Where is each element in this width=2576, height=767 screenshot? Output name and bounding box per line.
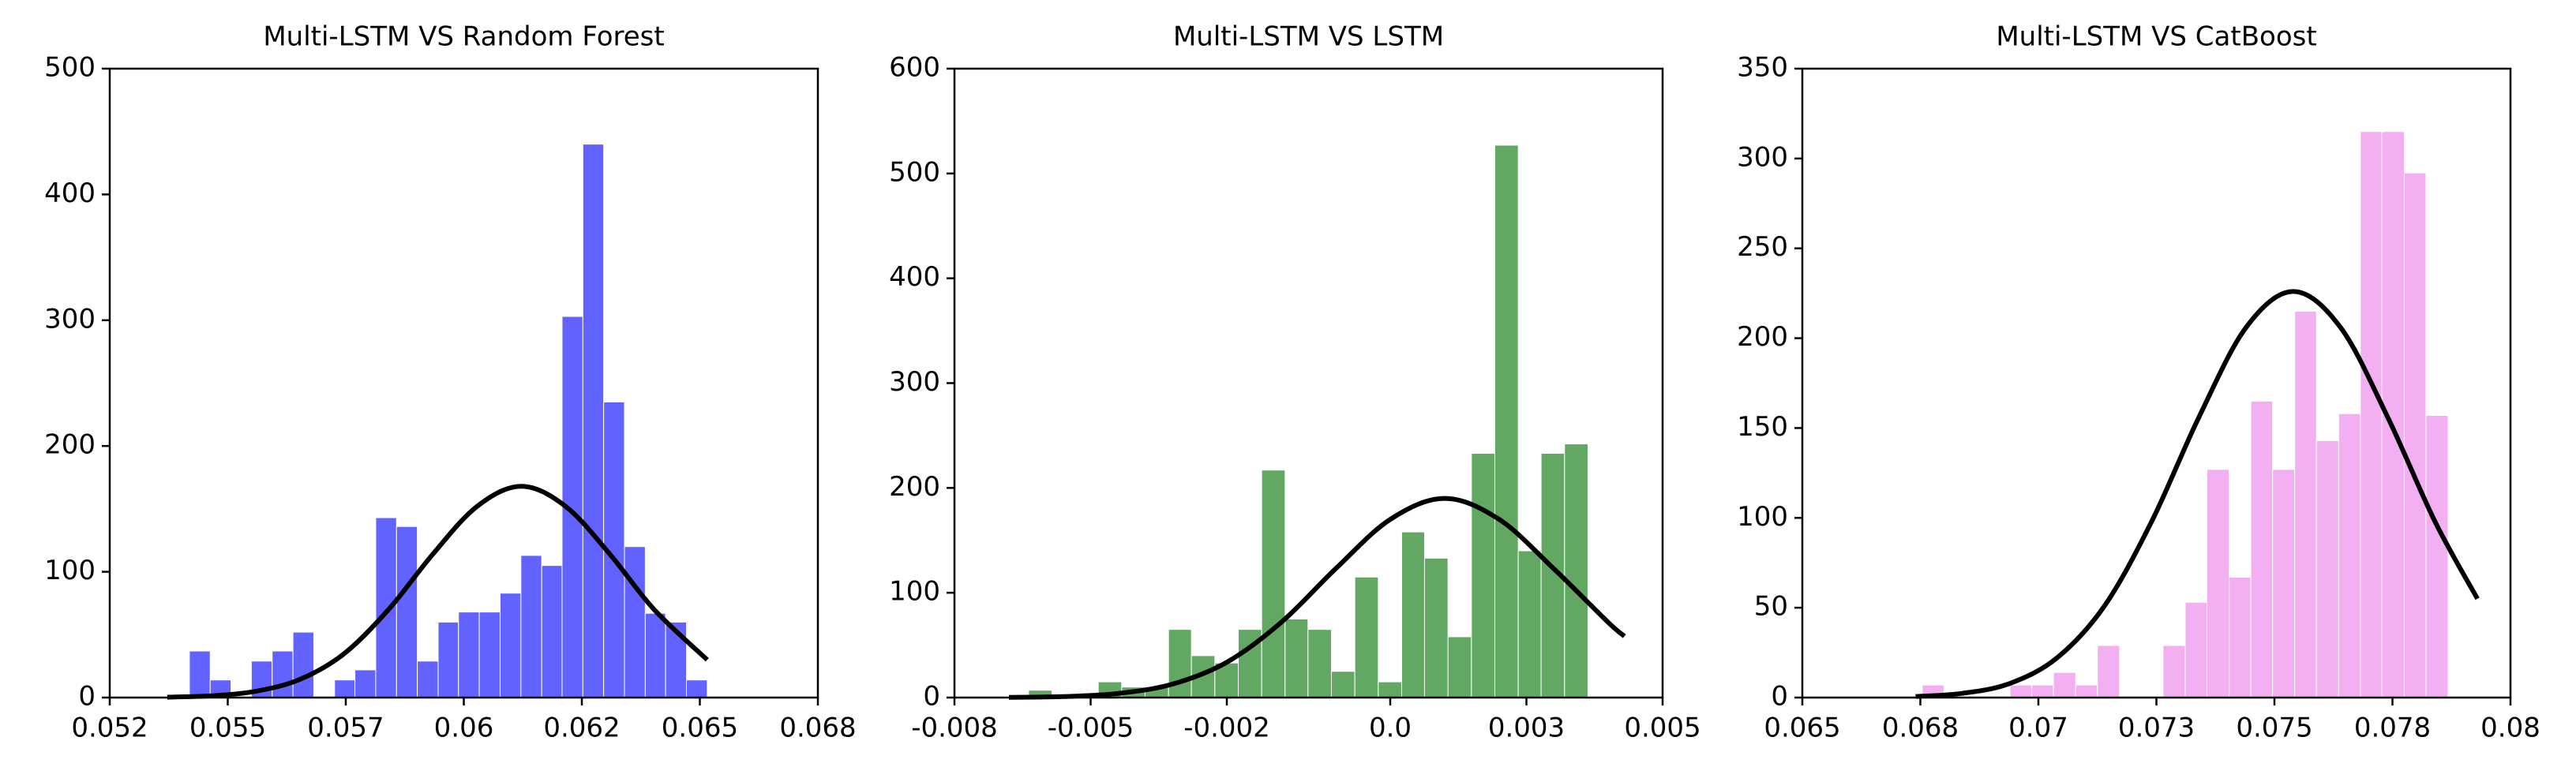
histogram-bar [2250,400,2274,698]
y-tick-label: 400 [889,261,940,293]
histogram-bar [1261,470,1286,698]
y-tick-label: 50 [1754,591,1788,623]
x-tick-label: 0.055 [189,713,266,744]
x-tick-label: 0.003 [1488,713,1565,744]
x-tick-label: -0.005 [1048,713,1134,744]
histogram-bar [334,679,356,698]
x-tick-label: 0.073 [2118,713,2195,744]
y-tick-label: 400 [44,178,96,209]
histogram-bar [1284,618,1309,698]
histogram-bar [541,565,563,698]
x-tick-label: 0.068 [1882,713,1959,744]
x-tick-label: 0.075 [2236,713,2312,744]
x-tick-label: 0.065 [662,713,738,744]
chart-title: Multi-LSTM VS Random Forest [263,21,664,53]
histogram-bar [1494,144,1519,698]
histogram-bar [2009,684,2033,698]
histogram-bar [2338,413,2361,698]
y-tick-label: 350 [1737,52,1788,84]
y-tick-label: 100 [44,555,96,586]
histogram-bar [644,612,666,698]
x-tick-label: 0.065 [1764,713,1840,744]
y-tick-label: 300 [1737,141,1788,173]
histogram-bar [478,612,501,698]
y-tick-label: 250 [1737,231,1788,263]
density-curve [1915,289,2480,699]
histogram-bar [2294,310,2317,698]
histogram-bar [1168,629,1192,698]
x-tick-label: 0.057 [307,713,384,744]
x-tick-label: 0.052 [71,713,148,744]
y-tick-label: 200 [889,471,940,503]
histogram-bar [1564,443,1588,698]
chart-title: Multi-LSTM VS CatBoost [1996,21,2316,53]
histogram-bar [272,650,294,698]
histogram-bar [354,669,377,698]
histogram-bar [2184,601,2207,698]
y-tick-label: 200 [1737,321,1788,353]
y-tick-label: 0 [78,681,96,713]
x-tick-label: 0.07 [2008,713,2068,744]
x-tick-label: 0.062 [543,713,620,744]
y-tick-label: 150 [1737,411,1788,443]
x-tick-label: 0.068 [779,713,856,744]
y-tick-label: 0 [1771,681,1788,713]
histogram-bar [2097,645,2120,698]
histogram-bar [2031,684,2054,698]
histogram-bar [1471,452,1495,698]
density-curve [1008,496,1626,700]
histogram-bar [2272,469,2296,698]
histogram-bar [292,631,314,698]
histogram-bar [458,612,480,698]
histogram-bar [499,593,522,698]
y-tick-label: 500 [44,52,96,84]
histogram-bar [2206,469,2230,698]
y-tick-label: 200 [44,429,96,461]
histogram-bar [2425,414,2449,698]
x-tick-label: 0.0 [1369,713,1412,744]
plot-frame [108,67,819,699]
histogram-bar [685,679,708,698]
histogram-bar [1447,636,1472,698]
histogram-bar [189,650,211,698]
histogram-bar [1517,550,1542,698]
histogram-bar [1307,629,1332,698]
y-tick-label: 100 [889,576,940,608]
histogram-bar [520,555,542,698]
y-tick-label: 100 [1737,501,1788,533]
histogram-bar [2360,131,2383,698]
x-tick-label: 0.078 [2354,713,2431,744]
histogram-bar [375,517,397,698]
histogram-bar [2053,672,2076,698]
histogram-bar [1330,671,1355,698]
histogram-bar [582,144,605,698]
density-curve [167,484,709,700]
x-tick-label: 0.005 [1624,713,1700,744]
histogram-bar [1423,557,1449,698]
y-tick-label: 0 [923,681,940,713]
histogram-bar [417,660,439,698]
x-tick-label: 0.08 [2480,713,2540,744]
y-tick-label: 600 [889,52,940,84]
histogram-bar [2075,684,2098,698]
histogram-bar [2229,576,2252,698]
histogram-bar [1354,576,1379,698]
y-tick-label: 300 [889,366,940,398]
histogram-bar [2162,645,2186,698]
x-tick-label: -0.002 [1183,713,1270,744]
histogram-bar [624,546,646,698]
x-tick-label: 0.06 [434,713,494,744]
y-tick-label: 300 [44,303,96,335]
chart-title: Multi-LSTM VS LSTM [1173,21,1444,53]
histogram-bar [1400,531,1425,698]
histogram-bar [437,621,459,698]
histogram-bar [396,526,418,698]
histogram-bar [2403,172,2427,698]
histogram-bar [2315,440,2339,698]
histogram-bar [1378,681,1402,698]
y-tick-label: 500 [889,156,940,188]
x-tick-label: -0.008 [911,713,998,744]
